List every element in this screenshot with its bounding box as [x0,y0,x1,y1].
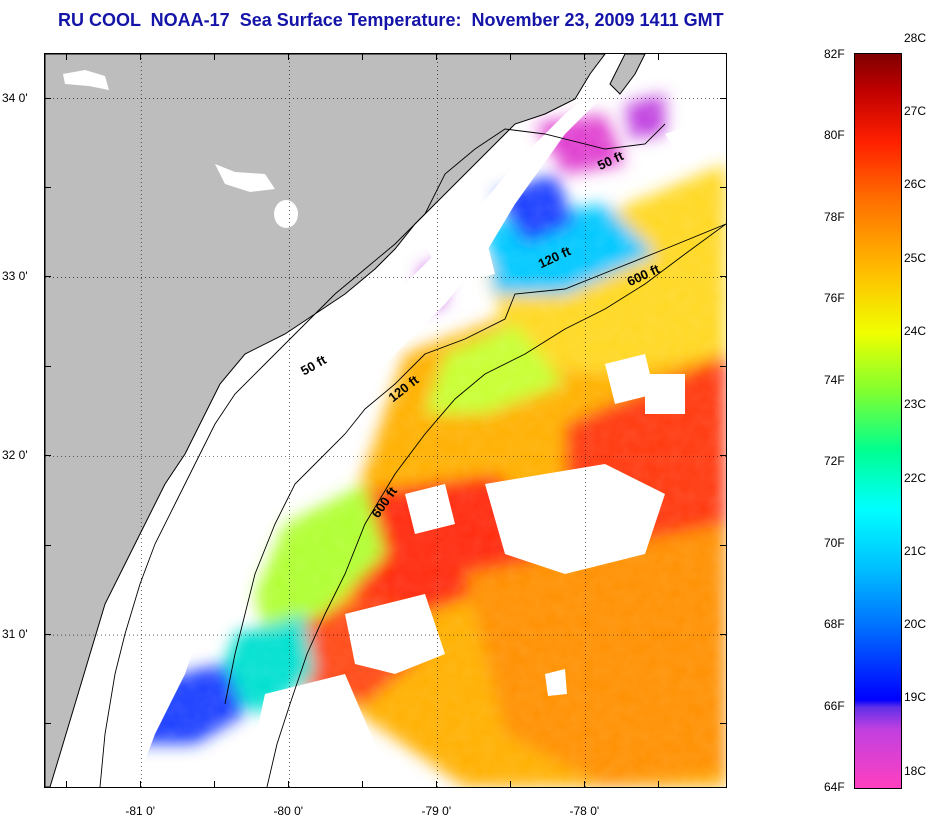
colorbar-c-label: 26C [904,177,927,192]
colorbar-c-label: 22C [904,470,927,485]
lon-tick [214,54,216,60]
lon-tick [362,781,364,787]
colorbar-f-label: 70F [824,535,845,550]
isobath-120ft [224,223,726,705]
colorbar-f-label: 82F [824,47,845,61]
colorbar-c-label: 21C [904,543,927,558]
lat-tick [45,97,51,99]
colorbar-f-label: 76F [824,291,845,306]
inland-lakes [63,70,298,228]
lat-tick-label: 34 0' [2,90,28,105]
isobath-50ft [99,123,666,787]
land-ne [609,54,646,95]
lon-tick [436,781,438,787]
colorbar-c-label: 28C [904,30,927,45]
lon-tick [140,781,142,787]
colorbar-f-label: 78F [824,209,845,224]
page-title: RU COOL NOAA-17 Sea Surface Temperature:… [58,10,724,30]
lon-tick [658,54,660,60]
colorbar-c-label: 24C [904,323,927,338]
lat-tick [45,187,51,189]
colorbar-c-label: 18C [904,763,927,778]
lon-tick [510,781,512,787]
colorbar-f-label: 80F [824,128,845,143]
lon-tick [584,781,586,787]
colorbar-f-label: 64F [824,780,845,794]
colorbar-c-label: 20C [904,617,927,632]
lon-tick [436,54,438,60]
sst-map: 50 ft 50 ft 120 ft 120 ft 600 ft 600 ft [44,53,727,788]
lon-tick-label: -80 0' [273,804,304,818]
lat-tick [45,276,51,278]
lat-tick [45,723,51,725]
lat-tick [720,455,726,457]
lon-tick [510,54,512,60]
colorbar-f-label: 74F [824,372,845,387]
lat-tick [720,544,726,546]
lat-tick [45,544,51,546]
colorbar-c-label: 19C [904,690,927,705]
colorbar-f-label: 72F [824,454,845,469]
inshore-no-data [45,54,665,787]
lat-tick [720,97,726,99]
land [45,54,606,787]
colorbar-c-label: 23C [904,397,927,412]
lon-tick [214,781,216,787]
lon-tick [658,781,660,787]
lon-tick [288,781,290,787]
lat-tick [45,365,51,367]
lon-tick-label: -79 0' [421,804,452,818]
colorbar-f-label: 66F [824,698,845,713]
colorbar-f-label: 68F [824,617,845,632]
isobath-600ft [266,223,726,787]
lon-tick [362,54,364,60]
colorbar-c-label: 25C [904,250,927,265]
lat-tick-label: 31 0' [2,627,28,642]
lat-tick [720,276,726,278]
lon-tick-label: -81 0' [125,804,156,818]
lon-tick [140,54,142,60]
lat-tick-label: 33 0' [2,269,28,284]
lat-tick [45,455,51,457]
grid-lines [45,54,726,787]
lon-tick-label: -78 0' [569,804,600,818]
lat-tick [720,723,726,725]
lon-tick [288,54,290,60]
cloud-patches [245,114,726,787]
colorbar-gradient [855,54,901,788]
isobaths [99,123,726,787]
lat-tick [45,634,51,636]
lat-tick [720,634,726,636]
lat-tick [720,365,726,367]
lat-tick [720,187,726,189]
lat-tick-label: 32 0' [2,448,28,463]
lon-tick [66,781,68,787]
colorbar-c-label: 27C [904,104,927,118]
lon-tick [584,54,586,60]
lon-tick [66,54,68,60]
colorbar [854,53,902,789]
